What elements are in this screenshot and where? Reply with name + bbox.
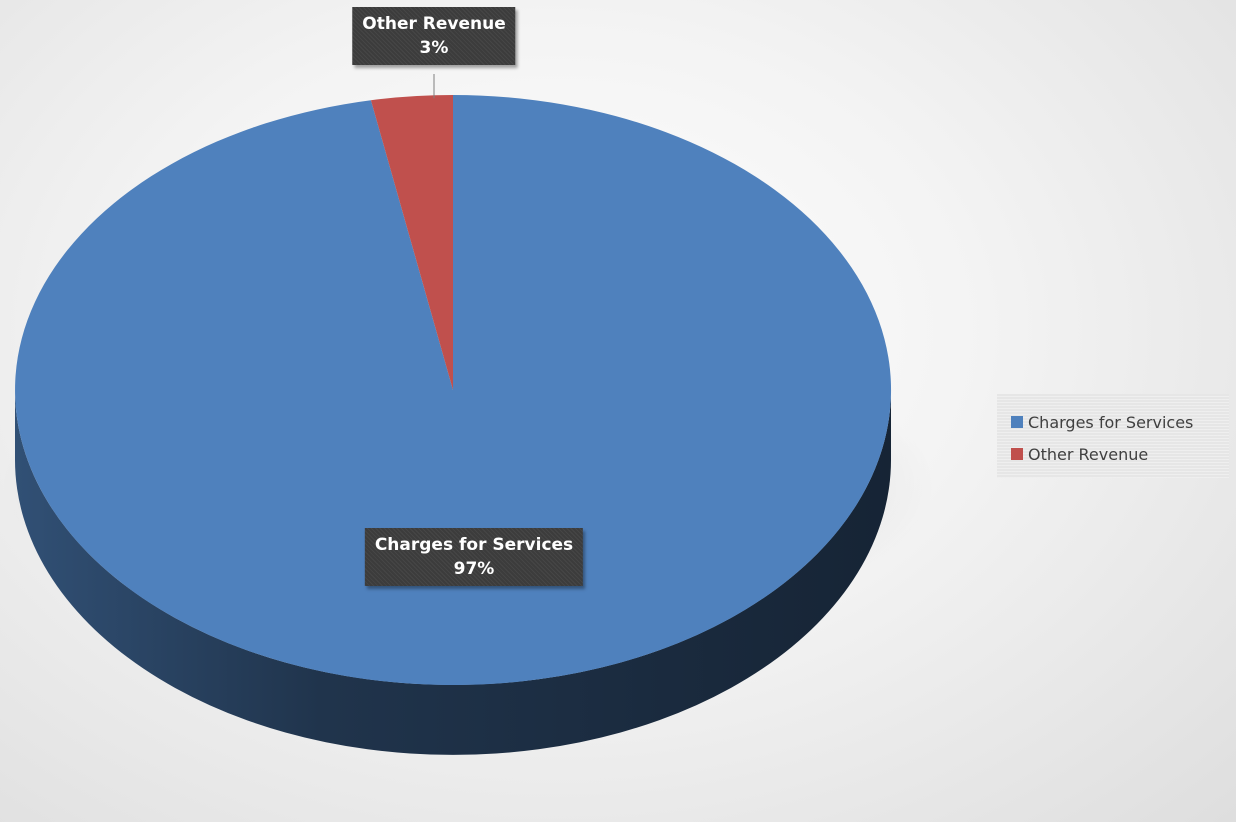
legend-swatch-icon xyxy=(1011,416,1023,428)
pie-slice-charges-for-services xyxy=(15,95,892,685)
legend-label: Charges for Services xyxy=(1028,412,1194,432)
data-label-name: Charges for Services xyxy=(374,535,574,555)
legend-item-other-revenue: Other Revenue xyxy=(1011,443,1148,465)
data-label-value: 97% xyxy=(453,559,495,579)
legend-item-charges-for-services: Charges for Services xyxy=(1011,411,1193,433)
pie-side-wall xyxy=(15,390,891,755)
legend-label: Other Revenue xyxy=(1028,444,1149,464)
legend-swatch-icon xyxy=(1011,448,1023,460)
legend: Charges for Services Other Revenue xyxy=(997,394,1229,478)
data-label-other-revenue: Other Revenue 3% xyxy=(352,7,516,65)
data-label-value: 3% xyxy=(419,38,449,58)
pie-slice-other-revenue xyxy=(370,95,453,390)
data-label-name: Other Revenue xyxy=(362,14,506,34)
data-label-charges-for-services: Charges for Services 97% xyxy=(364,528,584,586)
